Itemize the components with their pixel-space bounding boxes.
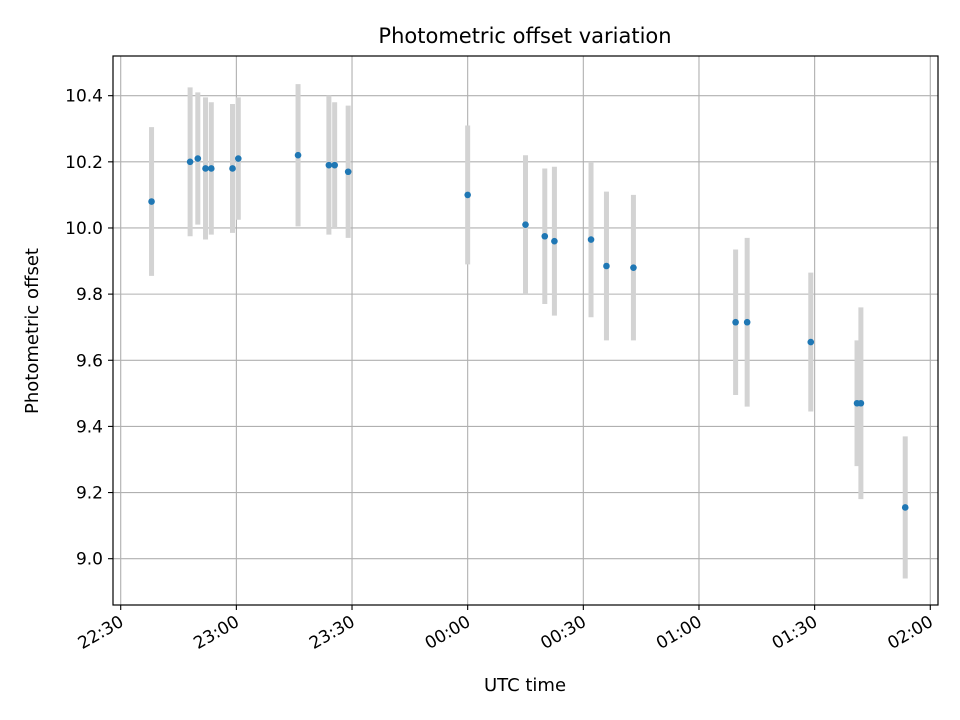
y-tick-label: 9.0	[76, 550, 103, 570]
y-tick-label: 10.4	[65, 87, 103, 107]
data-point	[344, 168, 352, 176]
x-axis-label: UTC time	[484, 675, 566, 696]
data-point	[587, 236, 595, 243]
plot-frame	[112, 55, 939, 606]
data-point	[148, 198, 155, 205]
data-point	[551, 237, 558, 245]
chart-title: Photometric offset variation	[378, 24, 671, 48]
data-point	[630, 264, 637, 271]
data-point	[603, 262, 610, 270]
data-point	[186, 158, 194, 166]
data-point	[464, 191, 471, 199]
data-point	[732, 318, 739, 326]
data-point	[325, 161, 333, 169]
y-tick-label: 9.2	[76, 484, 103, 504]
y-tick-label: 9.4	[76, 417, 103, 437]
y-tick-label: 9.6	[76, 351, 103, 371]
data-point	[194, 155, 202, 162]
data-points	[148, 151, 909, 511]
data-point	[857, 399, 865, 407]
y-tick-label: 10.2	[65, 153, 103, 173]
data-point	[202, 165, 209, 172]
data-point	[229, 165, 236, 172]
data-point	[901, 504, 909, 511]
data-point	[294, 151, 302, 159]
data-point	[743, 318, 751, 326]
data-point	[331, 161, 338, 169]
data-point	[208, 165, 215, 172]
y-axis-label: Photometric offset	[22, 248, 43, 414]
data-point	[234, 155, 242, 162]
data-point	[807, 338, 815, 346]
data-point	[541, 232, 549, 240]
data-point	[522, 221, 529, 228]
y-axis-ticks: 9.0 9.2 9.4 9.6 9.8 10.0 10.2 10.4	[65, 87, 113, 570]
y-tick-label: 10.0	[65, 219, 103, 239]
y-tick-label: 9.8	[76, 285, 103, 305]
